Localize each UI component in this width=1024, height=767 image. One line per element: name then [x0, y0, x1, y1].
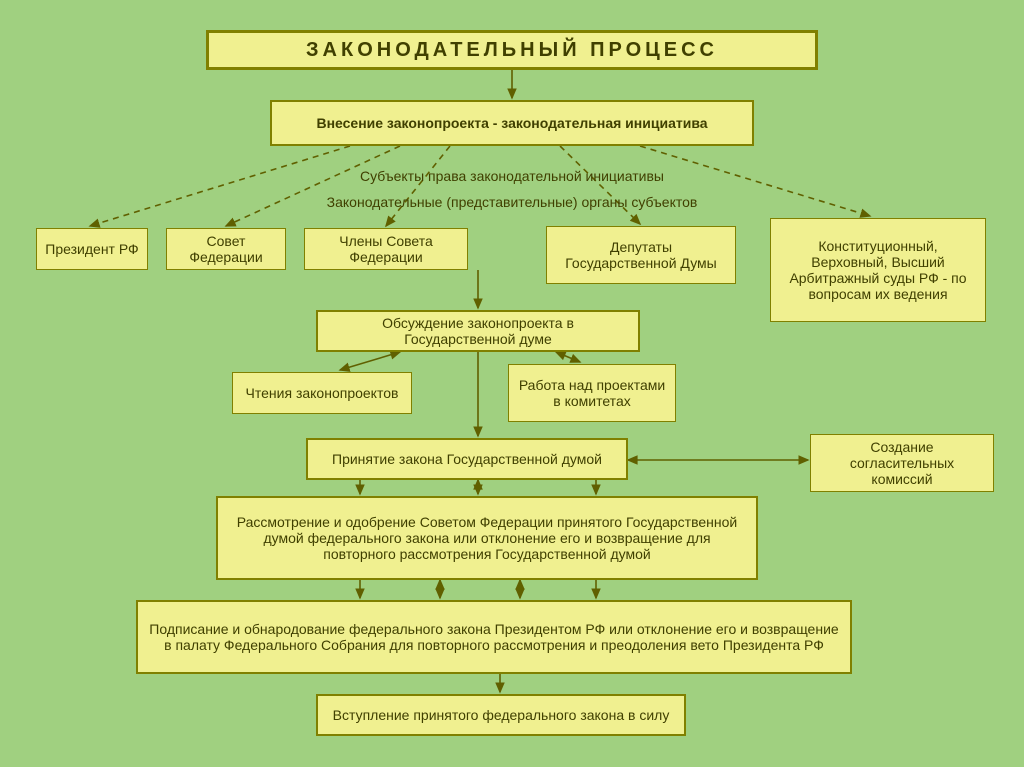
node-president: Президент РФ	[36, 228, 148, 270]
node-b5: Подписание и обнародование федерального …	[136, 600, 852, 674]
node-b3: Принятие закона Государственной думой	[306, 438, 628, 480]
node-deputies: Депутаты Государственной Думы	[546, 226, 736, 284]
node-b1: Внесение законопроекта - законодательная…	[270, 100, 754, 146]
node-members: Члены Совета Федерации	[304, 228, 468, 270]
node-b6: Вступление принятого федерального закона…	[316, 694, 686, 736]
node-sf: Совет Федерации	[166, 228, 286, 270]
node-courts: Конституционный, Верховный, Высший Арбит…	[770, 218, 986, 322]
node-title: ЗАКОНОДАТЕЛЬНЫЙ ПРОЦЕСС	[206, 30, 818, 70]
next-button[interactable]	[960, 715, 1006, 753]
free-text-t1: Субъекты права законодательной инициатив…	[212, 168, 812, 184]
node-commission: Создание согласительных комиссий	[810, 434, 994, 492]
node-b4: Рассмотрение и одобрение Советом Федерац…	[216, 496, 758, 580]
node-readings: Чтения законопроектов	[232, 372, 412, 414]
node-committees: Работа над проектами в комитетах	[508, 364, 676, 422]
free-text-t2: Законодательные (представительные) орган…	[212, 194, 812, 210]
node-b2: Обсуждение законопроекта в Государственн…	[316, 310, 640, 352]
